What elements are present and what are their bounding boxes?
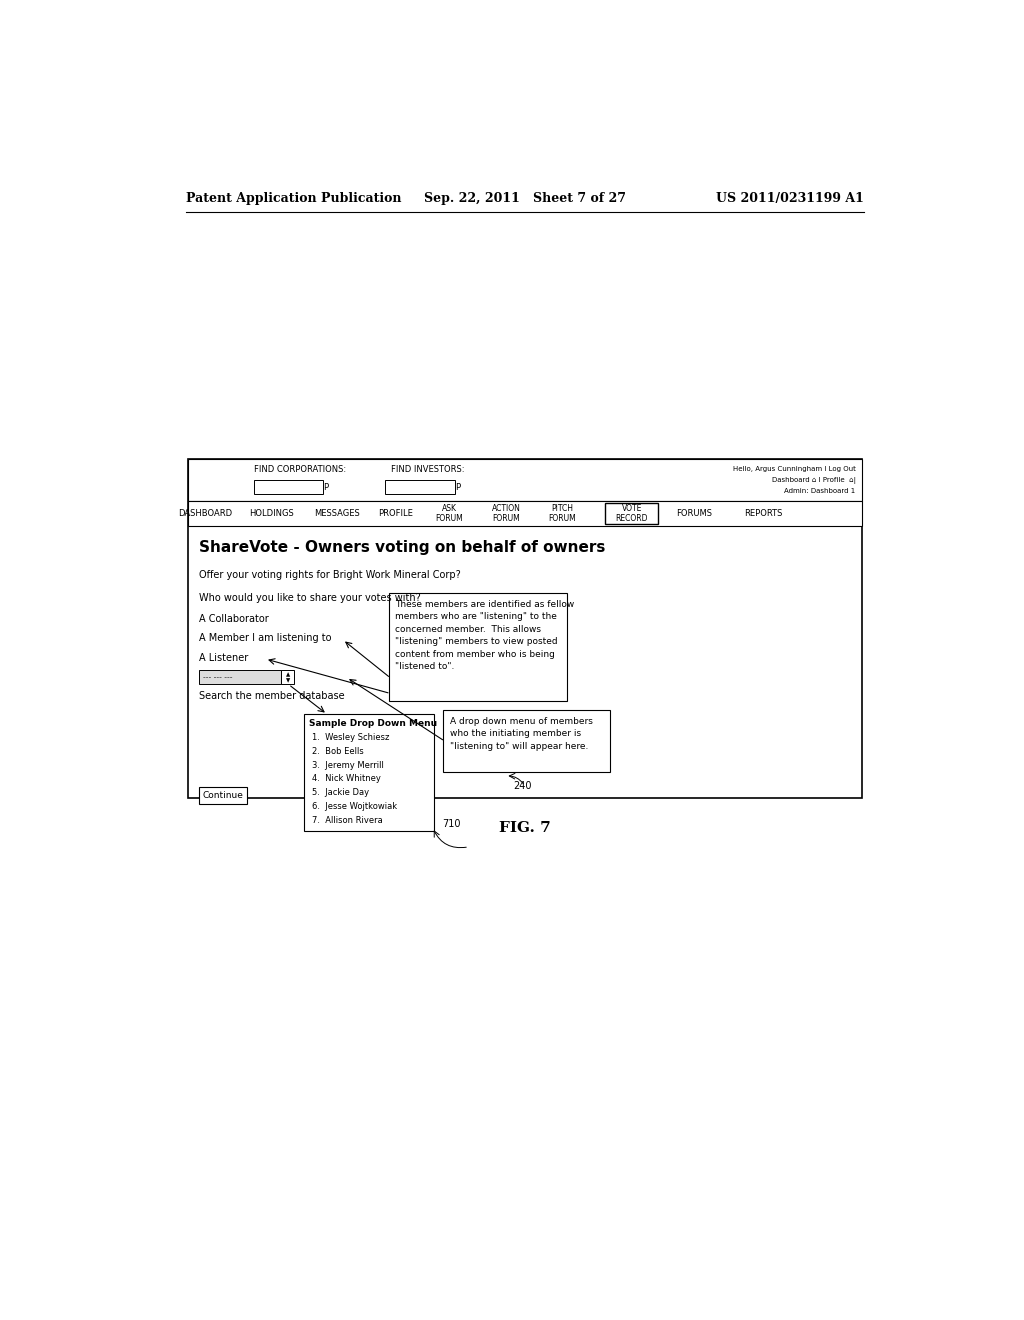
Text: FIND CORPORATIONS:: FIND CORPORATIONS: <box>254 465 346 474</box>
Text: 5.  Jackie Day: 5. Jackie Day <box>311 788 369 797</box>
Text: These members are identified as fellow
members who are "listening" to the
concer: These members are identified as fellow m… <box>395 599 574 671</box>
Text: ACTION
FORUM: ACTION FORUM <box>492 504 520 523</box>
Text: 4.  Nick Whitney: 4. Nick Whitney <box>311 775 381 783</box>
Text: Sample Drop Down Menu: Sample Drop Down Menu <box>308 719 436 727</box>
Text: VOTE
RECORD: VOTE RECORD <box>615 504 648 523</box>
Bar <box>200 671 281 684</box>
Text: 6.  Jesse Wojtkowiak: 6. Jesse Wojtkowiak <box>311 803 397 810</box>
Text: --- --- ---: --- --- --- <box>203 673 232 682</box>
Text: ASK
FORUM: ASK FORUM <box>436 504 464 523</box>
Text: Admin: Dashboard 1: Admin: Dashboard 1 <box>784 488 856 494</box>
Bar <box>254 480 324 494</box>
Bar <box>187 459 862 502</box>
Text: PROFILE: PROFILE <box>378 510 413 517</box>
Text: 240: 240 <box>513 781 531 791</box>
Text: ShareVote - Owners voting on behalf of owners: ShareVote - Owners voting on behalf of o… <box>200 540 605 554</box>
Text: A Collaborator: A Collaborator <box>200 614 269 624</box>
Text: A Listener: A Listener <box>200 653 249 663</box>
Text: FIG. 7: FIG. 7 <box>499 821 551 836</box>
Text: FIND INVESTORS:: FIND INVESTORS: <box>391 465 465 474</box>
Text: 1.  Wesley Schiesz: 1. Wesley Schiesz <box>311 733 389 742</box>
Text: Hello, Argus Cunningham I Log Out: Hello, Argus Cunningham I Log Out <box>733 466 856 473</box>
Text: ▲: ▲ <box>286 672 290 677</box>
Text: FORUMS: FORUMS <box>676 510 712 517</box>
Bar <box>385 480 455 494</box>
Text: A drop down menu of members
who the initiating member is
"listening to" will app: A drop down menu of members who the init… <box>450 717 593 751</box>
Text: Offer your voting rights for Bright Work Mineral Corp?: Offer your voting rights for Bright Work… <box>200 570 461 581</box>
Text: A Member I am listening to: A Member I am listening to <box>200 634 332 643</box>
Text: 3.  Jeremy Merrill: 3. Jeremy Merrill <box>311 760 384 770</box>
Text: P: P <box>455 483 460 491</box>
Text: Patent Application Publication: Patent Application Publication <box>186 191 401 205</box>
Text: Dashboard ⌂ I Profile  ⌂|: Dashboard ⌂ I Profile ⌂| <box>772 478 856 484</box>
Text: 2.  Bob Eells: 2. Bob Eells <box>311 747 364 755</box>
Text: Continue: Continue <box>203 792 244 800</box>
Bar <box>187 459 862 797</box>
Bar <box>187 502 862 525</box>
Text: ▼: ▼ <box>286 678 290 682</box>
Text: Who would you like to share your votes with?: Who would you like to share your votes w… <box>200 594 421 603</box>
Text: P: P <box>323 483 328 491</box>
Text: Search the member database: Search the member database <box>200 692 345 701</box>
Bar <box>605 503 658 524</box>
Text: Sep. 22, 2011   Sheet 7 of 27: Sep. 22, 2011 Sheet 7 of 27 <box>424 191 626 205</box>
Text: 7.  Allison Rivera: 7. Allison Rivera <box>311 816 382 825</box>
Text: REPORTS: REPORTS <box>744 510 782 517</box>
Text: HOLDINGS: HOLDINGS <box>249 510 294 517</box>
Text: DASHBOARD: DASHBOARD <box>178 510 232 517</box>
Bar <box>389 594 567 701</box>
Bar <box>304 714 434 832</box>
Text: PITCH
FORUM: PITCH FORUM <box>548 504 575 523</box>
Text: US 2011/0231199 A1: US 2011/0231199 A1 <box>717 191 864 205</box>
Text: 710: 710 <box>442 818 461 829</box>
Text: MESSAGES: MESSAGES <box>314 510 360 517</box>
Bar <box>282 671 294 684</box>
Bar <box>443 710 610 772</box>
Bar <box>200 788 248 804</box>
